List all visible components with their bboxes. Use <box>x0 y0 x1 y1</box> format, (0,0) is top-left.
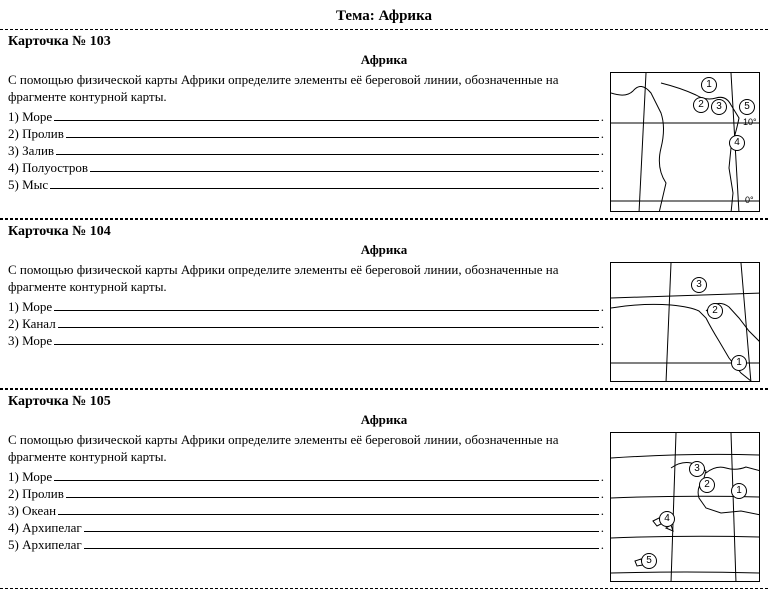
answer-line: 4) Полуостров. <box>8 160 604 176</box>
answer-line: 1) Море. <box>8 469 604 485</box>
answer-line: 5) Архипелаг. <box>8 537 604 553</box>
answer-line: 5) Мыс. <box>8 177 604 193</box>
answer-blank[interactable] <box>84 537 599 549</box>
answer-label: 3) Залив <box>8 143 54 159</box>
worksheet-card: Карточка № 105 Африка С помощью физической… <box>0 389 768 589</box>
answer-blank[interactable] <box>58 503 599 515</box>
answer-line: 2) Канал. <box>8 316 604 332</box>
answer-blank[interactable] <box>54 299 599 311</box>
answer-line: 2) Пролив. <box>8 126 604 142</box>
worksheet-card: Карточка № 103 Африка С помощью физической… <box>0 29 768 219</box>
map-marker: 1 <box>701 77 717 93</box>
answer-label: 2) Канал <box>8 316 56 332</box>
map-marker: 1 <box>731 483 747 499</box>
answer-line: 3) Залив. <box>8 143 604 159</box>
answer-blank[interactable] <box>58 316 599 328</box>
line-terminator: . <box>601 143 604 159</box>
line-terminator: . <box>601 537 604 553</box>
map-fragment: 32 1 <box>610 262 760 382</box>
page-title: Тема: Африка <box>0 0 768 29</box>
card-subtitle: Африка <box>8 52 760 68</box>
answer-line: 2) Пролив. <box>8 486 604 502</box>
line-terminator: . <box>601 333 604 349</box>
answer-label: 4) Архипелаг <box>8 520 82 536</box>
map-marker: 2 <box>707 303 723 319</box>
line-terminator: . <box>601 469 604 485</box>
instruction-text: С помощью физической карты Африки опреде… <box>8 262 604 296</box>
card-subtitle: Африка <box>8 412 760 428</box>
map-marker: 4 <box>659 511 675 527</box>
line-terminator: . <box>601 299 604 315</box>
answer-line: 1) Море. <box>8 109 604 125</box>
answer-label: 2) Пролив <box>8 126 64 142</box>
line-terminator: . <box>601 486 604 502</box>
answer-label: 1) Море <box>8 299 52 315</box>
answer-line: 3) Море. <box>8 333 604 349</box>
answer-label: 4) Полуостров <box>8 160 88 176</box>
answer-label: 1) Море <box>8 469 52 485</box>
line-terminator: . <box>601 177 604 193</box>
answer-line: 3) Океан. <box>8 503 604 519</box>
answer-label: 5) Архипелаг <box>8 537 82 553</box>
map-latitude-label: 10° <box>743 117 757 127</box>
map-marker: 3 <box>691 277 707 293</box>
answer-blank[interactable] <box>54 109 599 121</box>
line-terminator: . <box>601 126 604 142</box>
worksheet-card: Карточка № 104 Африка С помощью физической… <box>0 219 768 389</box>
answer-blank[interactable] <box>54 469 599 481</box>
answer-label: 3) Море <box>8 333 52 349</box>
map-marker: 1 <box>731 355 747 371</box>
card-header: Карточка № 103 <box>8 34 760 50</box>
answer-label: 2) Пролив <box>8 486 64 502</box>
line-terminator: . <box>601 109 604 125</box>
map-marker: 4 <box>729 135 745 151</box>
map-latitude-label: 0° <box>745 195 754 205</box>
answer-label: 5) Мыс <box>8 177 48 193</box>
line-terminator: . <box>601 503 604 519</box>
card-subtitle: Африка <box>8 242 760 258</box>
answer-blank[interactable] <box>66 486 599 498</box>
answer-line: 4) Архипелаг. <box>8 520 604 536</box>
answer-label: 3) Океан <box>8 503 56 519</box>
answer-blank[interactable] <box>50 177 599 189</box>
answer-line: 1) Море. <box>8 299 604 315</box>
card-header: Карточка № 104 <box>8 224 760 240</box>
map-marker: 3 <box>711 99 727 115</box>
answer-blank[interactable] <box>54 333 599 345</box>
map-marker: 2 <box>693 97 709 113</box>
map-marker: 3 <box>689 461 705 477</box>
instruction-text: С помощью физической карты Африки опреде… <box>8 72 604 106</box>
map-marker: 5 <box>739 99 755 115</box>
instruction-text: С помощью физической карты Африки опреде… <box>8 432 604 466</box>
line-terminator: . <box>601 520 604 536</box>
card-header: Карточка № 105 <box>8 394 760 410</box>
map-marker: 2 <box>699 477 715 493</box>
map-fragment: 321 4 5 <box>610 432 760 582</box>
line-terminator: . <box>601 160 604 176</box>
answer-blank[interactable] <box>56 143 599 155</box>
answer-blank[interactable] <box>84 520 599 532</box>
line-terminator: . <box>601 316 604 332</box>
answer-blank[interactable] <box>90 160 599 172</box>
answer-blank[interactable] <box>66 126 599 138</box>
map-fragment: 1 235 4 10° 0° <box>610 72 760 212</box>
answer-label: 1) Море <box>8 109 52 125</box>
map-marker: 5 <box>641 553 657 569</box>
